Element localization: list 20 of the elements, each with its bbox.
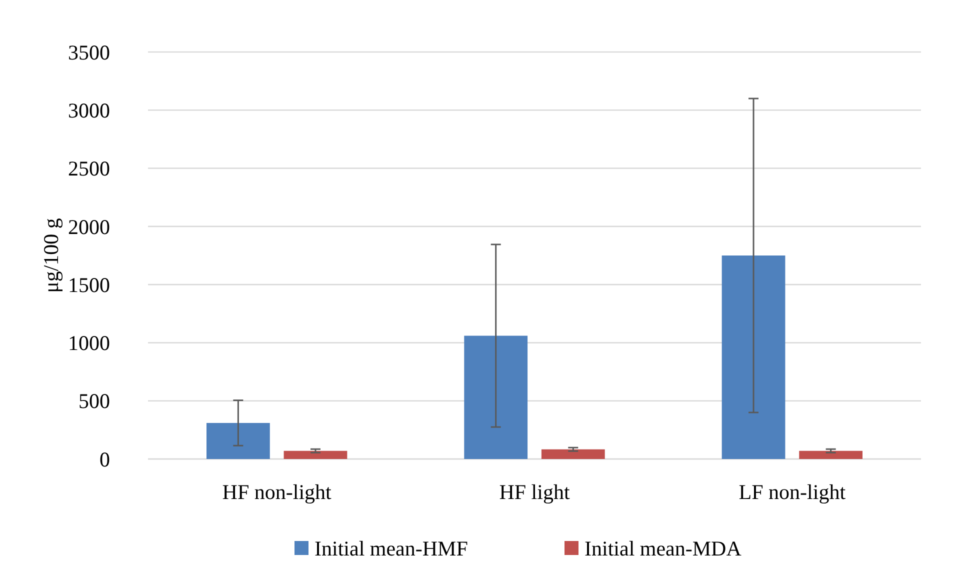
bar <box>284 450 348 459</box>
y-tick-label: 0 <box>100 447 110 472</box>
y-tick-label: 3000 <box>68 98 110 122</box>
legend-label: Initial mean-HMF <box>314 536 468 560</box>
x-tick-label: LF non-light <box>738 480 846 504</box>
y-tick-label: 2000 <box>68 214 110 239</box>
x-tick-label: HF light <box>499 480 570 504</box>
y-tick-label: 1500 <box>68 272 110 297</box>
bar <box>206 422 270 459</box>
bar <box>722 256 786 459</box>
bar <box>541 449 605 459</box>
y-axis-title: μg/100 g <box>39 218 63 293</box>
y-tick-label: 500 <box>78 389 110 414</box>
legend-label: Initial mean-MDA <box>584 536 742 560</box>
bar <box>464 336 528 459</box>
y-tick-label: 3500 <box>68 40 110 64</box>
y-tick-label: 1000 <box>68 331 110 356</box>
x-tick-label: HF non-light <box>222 480 332 504</box>
y-tick-label: 2500 <box>68 156 110 181</box>
bar <box>799 450 863 459</box>
